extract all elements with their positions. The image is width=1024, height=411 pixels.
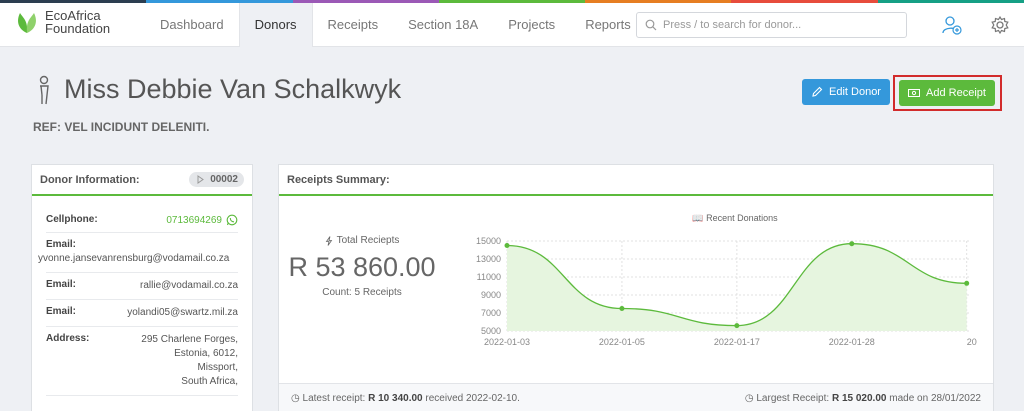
donor-id: 00002 xyxy=(210,174,238,185)
largest-receipt-suffix: made on 28/01/2022 xyxy=(889,393,981,404)
receipts-summary-panel: Receipts Summary: Total Reciepts R 53 86… xyxy=(278,164,994,411)
address-line: 295 Charlene Forges, xyxy=(141,334,238,345)
gear-icon[interactable] xyxy=(990,15,1010,35)
tab-dashboard[interactable]: Dashboard xyxy=(160,17,224,32)
add-user-icon[interactable] xyxy=(942,15,962,35)
search-icon xyxy=(645,19,657,31)
tab-projects[interactable]: Projects xyxy=(508,17,556,32)
receipts-count: Count: 5 Receipts xyxy=(322,287,402,298)
edit-donor-label: Edit Donor xyxy=(829,86,881,98)
logo-line2: Foundation xyxy=(45,21,111,36)
x-tick-label: 2022-01-28 xyxy=(829,337,875,347)
email-row-3: Email: yolandi05@swartz.mil.za xyxy=(46,300,238,327)
recent-donations-chart: 📖 Recent Donations 15000 13000 11000 9000 700… xyxy=(476,213,977,347)
latest-receipt-prefix: Latest receipt: xyxy=(302,393,366,404)
y-tick-label: 13000 xyxy=(476,254,501,264)
add-receipt-label: Add Receipt xyxy=(926,87,986,99)
address-row: Address: 295 Charlene Forges, Estonia, 6… xyxy=(46,327,238,396)
email-label: Email: xyxy=(46,279,77,290)
tag-icon xyxy=(197,175,205,184)
edit-donor-button[interactable]: Edit Donor xyxy=(802,79,890,105)
tab-section-18a[interactable]: Section 18A xyxy=(408,17,479,32)
top-navbar: EcoAfrica Foundation Dashboard Donors Re… xyxy=(0,3,1024,47)
leaf-logo-icon xyxy=(18,13,36,33)
stripe-segment xyxy=(292,0,439,3)
bolt-icon xyxy=(325,235,332,246)
clock-icon: ◷ xyxy=(744,393,754,404)
search-box xyxy=(636,12,907,38)
email-value-3[interactable]: yolandi05@swartz.mil.za xyxy=(127,307,238,318)
email-value-2[interactable]: rallie@vodamail.co.za xyxy=(140,280,238,291)
tab-receipts[interactable]: Receipts xyxy=(327,17,379,32)
largest-receipt-prefix: Largest Receipt: xyxy=(756,393,830,404)
stripe-segment xyxy=(585,0,732,3)
add-receipt-button[interactable]: Add Receipt xyxy=(899,80,995,106)
x-tick-label: 2022-01-03 xyxy=(484,337,530,347)
total-receipts-amount: R 53 860.00 xyxy=(288,252,436,282)
donor-info-title: Donor Information: xyxy=(40,173,140,186)
email-label: Email: xyxy=(46,306,77,317)
brand-color-stripe xyxy=(0,0,1024,3)
cellphone-row: Cellphone: 0713694269 xyxy=(46,208,238,233)
stripe-segment xyxy=(438,0,586,3)
receipts-footer: ◷ Latest receipt: R 10 340.00 received 2… xyxy=(279,383,993,411)
address-line: South Africa, xyxy=(181,376,238,387)
y-tick-label: 5000 xyxy=(481,326,501,336)
largest-receipt-info: ◷ Largest Receipt: R 15 020.00 made on 2… xyxy=(745,393,981,404)
nav-tabs: Dashboard Donors Receipts Section 18A Pr… xyxy=(145,3,646,47)
add-receipt-highlight xyxy=(893,75,1002,111)
chart-title: 📖 Recent Donations xyxy=(692,213,778,223)
total-receipts-label: Total Reciepts xyxy=(336,235,400,246)
total-receipts-block: Total Reciepts R 53 860.00 Count: 5 Rece… xyxy=(279,235,445,298)
email-label: Email: xyxy=(46,239,77,250)
tab-reports[interactable]: Reports xyxy=(585,17,631,32)
donor-information-panel: Donor Information: 00002 Cellphone: 0713… xyxy=(31,164,253,411)
address-label: Address: xyxy=(46,333,90,344)
latest-receipt-amount: R 10 340.00 xyxy=(368,393,423,404)
email-value-1[interactable]: yvonne.jansevanrensburg@vodamail.co.za xyxy=(38,253,230,264)
x-tick-label: 2022-01-17 xyxy=(714,337,760,347)
address-line: Missport, xyxy=(197,362,238,373)
stripe-segment xyxy=(731,0,878,3)
data-point xyxy=(619,306,625,311)
address-line: Estonia, 6012, xyxy=(174,348,238,359)
data-point xyxy=(734,323,740,329)
cellphone-label: Cellphone: xyxy=(46,214,98,225)
donor-reference: REF: VEL INCIDUNT DELENITI. xyxy=(33,120,210,134)
money-icon xyxy=(908,89,921,97)
whatsapp-icon[interactable] xyxy=(226,214,238,226)
tab-donors[interactable]: Donors xyxy=(238,3,313,47)
logo[interactable]: EcoAfrica Foundation xyxy=(14,9,110,35)
stripe-segment xyxy=(877,0,1024,3)
donor-info-header: Donor Information: 00002 xyxy=(32,165,252,196)
x-tick-label: 20 xyxy=(967,337,977,347)
receipts-summary-title: Receipts Summary: xyxy=(287,173,390,186)
email-row-1: Email: yvonne.jansevanrensburg@vodamail.… xyxy=(38,233,238,273)
y-tick-label: 9000 xyxy=(481,290,501,300)
y-tick-label: 15000 xyxy=(476,236,501,246)
email-row-2: Email: rallie@vodamail.co.za xyxy=(46,273,238,300)
largest-receipt-amount: R 15 020.00 xyxy=(831,393,887,404)
donor-header: Miss Debbie Van Schalkwyk xyxy=(34,74,401,105)
x-tick-label: 2022-01-05 xyxy=(599,337,645,347)
search-input[interactable] xyxy=(663,19,903,31)
y-tick-label: 11000 xyxy=(477,272,501,282)
stripe-segment xyxy=(146,0,293,3)
latest-receipt-info: ◷ Latest receipt: R 10 340.00 received 2… xyxy=(291,393,520,404)
latest-receipt-suffix: received 2022-02-10. xyxy=(425,393,520,404)
cellphone-value[interactable]: 0713694269 xyxy=(166,214,222,226)
pencil-icon xyxy=(812,86,823,97)
y-tick-label: 7000 xyxy=(481,308,501,318)
data-point xyxy=(964,280,970,286)
stripe-segment xyxy=(0,0,147,3)
logo-line1: EcoAfrica xyxy=(45,8,101,23)
data-point xyxy=(849,241,855,247)
donor-id-badge: 00002 xyxy=(189,172,244,187)
person-female-icon xyxy=(39,75,49,104)
receipts-summary-header: Receipts Summary: xyxy=(279,165,993,196)
data-point xyxy=(504,243,510,248)
clock-icon: ◷ xyxy=(291,393,300,404)
donor-name: Miss Debbie Van Schalkwyk xyxy=(64,74,402,104)
